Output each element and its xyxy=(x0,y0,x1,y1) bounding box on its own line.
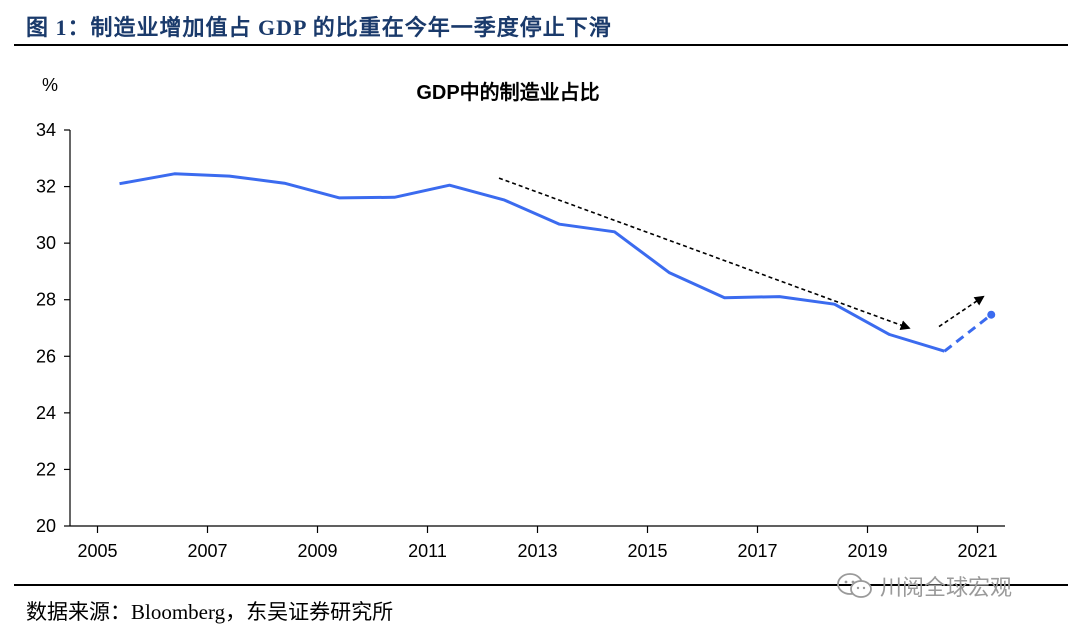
watermark: 川阅全球宏观 xyxy=(836,570,1012,602)
x-tick-label: 2013 xyxy=(517,541,557,561)
x-tick-label: 2005 xyxy=(77,541,117,561)
forecast-end-point xyxy=(987,310,996,319)
forecast-series-line xyxy=(943,313,993,353)
watermark-text: 川阅全球宏观 xyxy=(880,575,1013,600)
top-rule xyxy=(14,44,1068,46)
y-tick-label: 22 xyxy=(36,459,56,479)
bottom-rule xyxy=(14,584,1068,586)
y-axis-unit: % xyxy=(42,75,58,95)
chart-title: GDP中的制造业占比 xyxy=(416,80,599,104)
series-line xyxy=(119,172,945,353)
rebound-arrow xyxy=(938,295,985,328)
x-tick-label: 2019 xyxy=(847,541,887,561)
source-note: 数据来源：Bloomberg，东吴证券研究所 xyxy=(26,600,394,624)
y-tick-label: 26 xyxy=(36,346,56,366)
y-tick-label: 28 xyxy=(36,290,56,310)
x-tick-label: 2009 xyxy=(297,541,337,561)
chat-bubble-icon xyxy=(837,573,872,598)
x-tick-label: 2021 xyxy=(957,541,997,561)
chart: GDP中的制造业占比 % 20 22 24 26 28 30 32 34 2005 2007 20… xyxy=(36,75,1005,561)
y-tick-label: 30 xyxy=(36,233,56,253)
x-tick-label: 2017 xyxy=(737,541,777,561)
y-tick-label: 32 xyxy=(36,177,56,197)
figure-title: 图 1：制造业增加值占 GDP 的比重在今年一季度停止下滑 xyxy=(26,15,612,40)
x-tick-label: 2011 xyxy=(408,541,447,561)
x-tick-label: 2007 xyxy=(187,541,227,561)
x-tick-label: 2015 xyxy=(627,541,667,561)
y-tick-label: 24 xyxy=(36,403,56,423)
y-tick-label: 34 xyxy=(36,120,56,140)
y-tick-label: 20 xyxy=(36,516,56,536)
downtrend-arrow xyxy=(498,177,911,330)
